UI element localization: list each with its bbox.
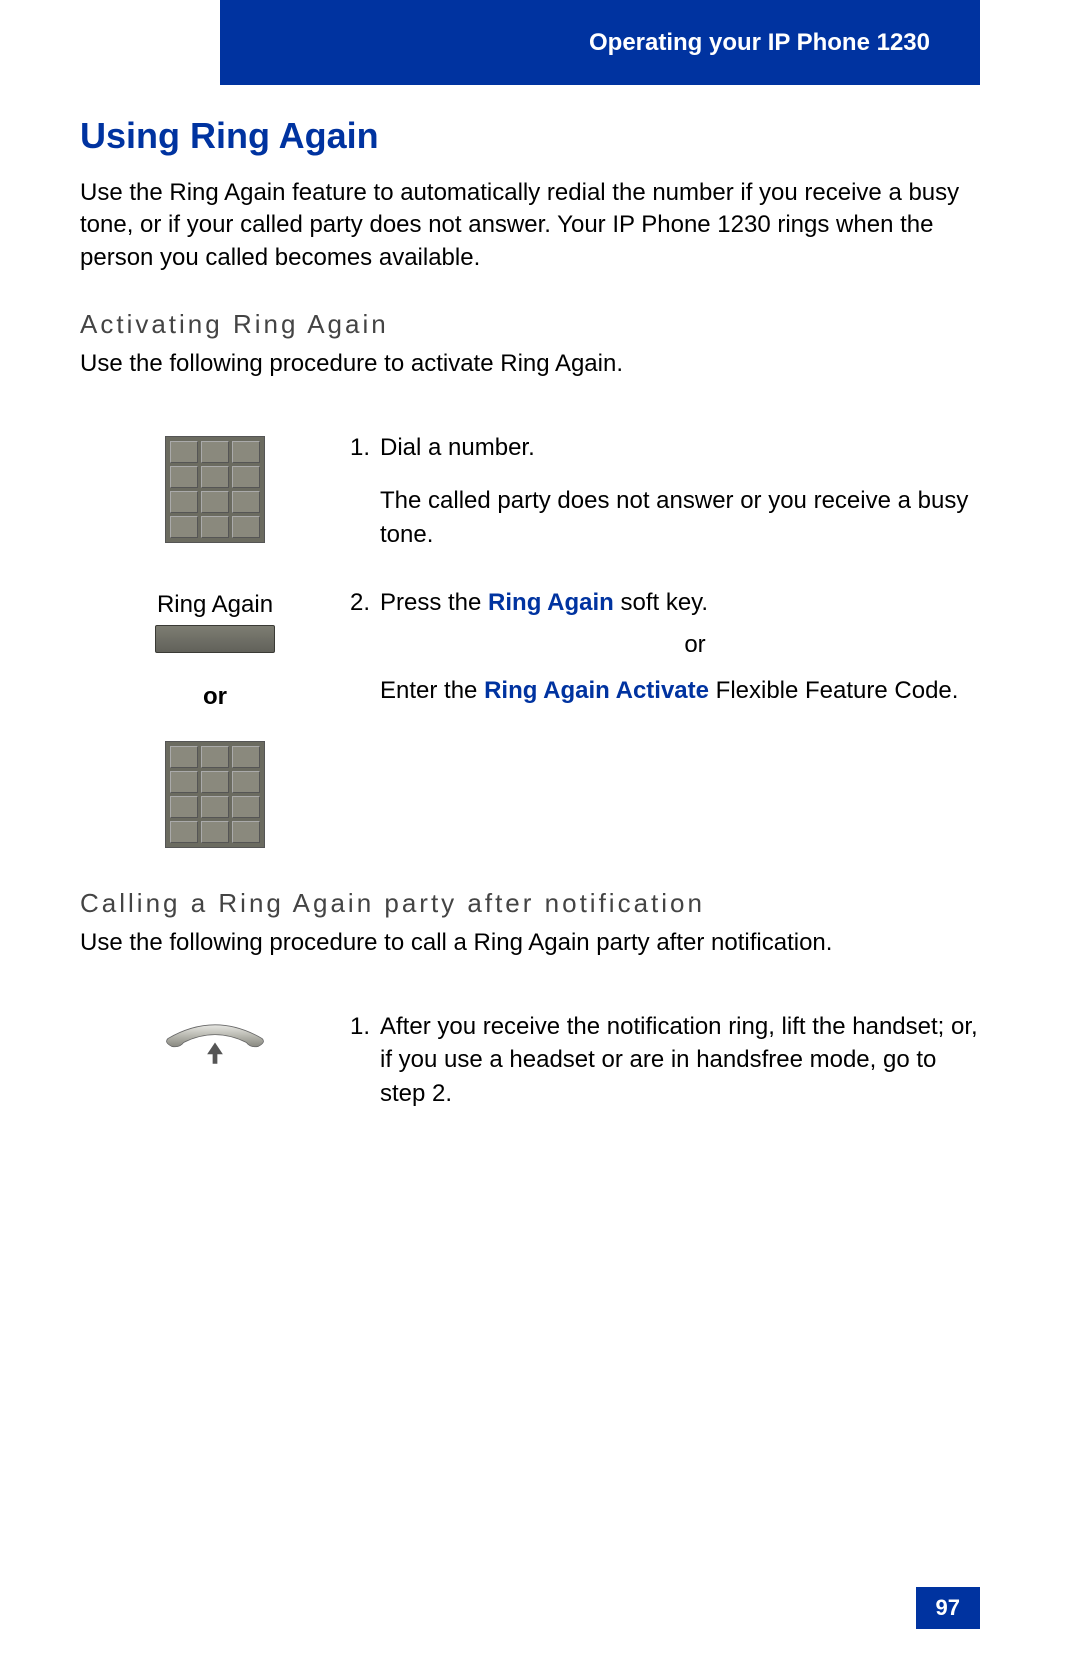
step-icon-col xyxy=(80,431,350,543)
intro-text: Use the Ring Again feature to automatica… xyxy=(80,177,980,274)
page-heading: Using Ring Again xyxy=(80,115,980,157)
keypad-icon xyxy=(165,436,265,543)
step-text-col: 1. After you receive the notification ri… xyxy=(350,1010,980,1111)
step-text-col: 1. Dial a number. The called party does … xyxy=(350,431,980,552)
page-number: 97 xyxy=(916,1587,980,1629)
step-row: 1. After you receive the notification ri… xyxy=(80,1010,980,1111)
section-b: Calling a Ring Again party after notific… xyxy=(80,888,980,1110)
page-content: Using Ring Again Use the Ring Again feat… xyxy=(80,115,980,1136)
softkey-label: Ring Again xyxy=(157,591,273,619)
step-text-bold2: Ring Again Activate xyxy=(484,677,709,704)
or-label: or xyxy=(203,683,227,711)
section-a-heading: Activating Ring Again xyxy=(80,309,980,340)
step-row: 1. Dial a number. The called party does … xyxy=(80,431,980,552)
step-text: After you receive the notification ring,… xyxy=(380,1013,978,1107)
step-row: Ring Again or 2. Press the Ring Again so… xyxy=(80,586,980,848)
softkey-icon xyxy=(155,625,275,653)
step-text-bold: Ring Again xyxy=(488,589,614,616)
section-b-sub: Use the following procedure to call a Ri… xyxy=(80,927,980,959)
section-a-sub: Use the following procedure to activate … xyxy=(80,348,980,380)
step-text-suffix: soft key. xyxy=(614,589,708,616)
step-text: Dial a number. xyxy=(380,434,535,461)
step-text-suffix2: Flexible Feature Code. xyxy=(709,677,958,704)
step-text-prefix2: Enter the xyxy=(380,677,484,704)
header-title: Operating your IP Phone 1230 xyxy=(589,29,930,57)
step-text-prefix: Press the xyxy=(380,589,488,616)
step-text-col: 2. Press the Ring Again soft key. or Ent… xyxy=(350,586,980,707)
step-subtext: The called party does not answer or you … xyxy=(380,484,980,551)
step-number: 2. xyxy=(350,586,380,707)
step-number: 1. xyxy=(350,431,380,552)
or-text: or xyxy=(410,628,980,662)
step-icon-col xyxy=(80,1010,350,1070)
step-number: 1. xyxy=(350,1010,380,1111)
header-bar: Operating your IP Phone 1230 xyxy=(220,0,980,85)
section-b-heading: Calling a Ring Again party after notific… xyxy=(80,888,980,919)
step-icon-col: Ring Again or xyxy=(80,586,350,848)
keypad-icon xyxy=(165,741,265,848)
handset-lift-icon xyxy=(140,1015,290,1070)
